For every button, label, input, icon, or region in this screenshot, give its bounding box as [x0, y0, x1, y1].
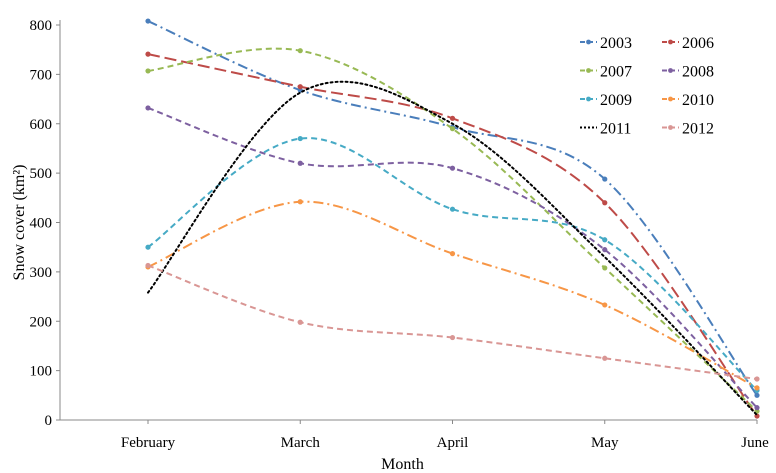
data-point	[297, 84, 303, 90]
y-tick-label: 500	[30, 166, 53, 182]
series-line	[147, 200, 758, 389]
series-2009	[145, 135, 760, 393]
legend-item-2011: 2011	[580, 121, 631, 138]
legend-item-2010: 2010	[662, 92, 714, 109]
series-2012	[145, 262, 760, 382]
axes: 0 100 200 300 400 500 600 700 800 February March Ap…	[30, 18, 770, 451]
data-point	[449, 126, 456, 132]
x-axis-title: Month	[381, 456, 424, 473]
data-point	[602, 237, 608, 243]
x-tick-label: February	[121, 435, 176, 451]
series-line	[147, 47, 758, 412]
data-point	[297, 135, 303, 142]
y-tick-label: 600	[30, 117, 53, 133]
data-point	[145, 18, 151, 24]
data-point	[754, 392, 760, 398]
series-line	[147, 20, 758, 396]
legend-label: 2008	[682, 64, 714, 81]
y-tick-label: 300	[30, 265, 53, 281]
legend-item-2006: 2006	[662, 35, 714, 52]
legend-marker	[586, 96, 591, 102]
legend-label: 2010	[682, 92, 714, 109]
legend-item-2008: 2008	[662, 64, 714, 81]
legend-marker	[668, 125, 673, 130]
data-point	[449, 115, 456, 121]
y-tick-label: 100	[30, 364, 53, 380]
y-axis-title: Snow cover (km²)	[11, 165, 28, 281]
data-point	[602, 176, 608, 182]
legend-label: 2009	[600, 92, 632, 109]
legend-label: 2007	[600, 64, 632, 81]
legend: 2003 2006 2007 2008 2009 2010 2011 2012	[580, 35, 714, 138]
data-point	[449, 334, 456, 341]
legend-item-2003: 2003	[580, 35, 632, 52]
y-tick-label: 200	[30, 314, 53, 330]
data-point	[145, 51, 151, 57]
legend-label: 2012	[682, 121, 714, 138]
series-2006	[145, 51, 760, 419]
data-point	[449, 251, 456, 257]
data-point	[602, 355, 608, 361]
series-line	[147, 137, 758, 392]
series-2010	[145, 199, 760, 391]
data-point	[297, 48, 303, 54]
series-line	[147, 107, 758, 409]
data-point	[145, 262, 151, 269]
legend-marker	[668, 68, 673, 73]
legend-item-2009: 2009	[580, 92, 632, 109]
data-point	[754, 376, 760, 382]
x-tick-label: May	[591, 435, 619, 451]
data-point	[145, 105, 151, 111]
series-2008	[145, 105, 760, 411]
data-point	[602, 265, 608, 271]
x-tick-label: April	[437, 435, 469, 451]
x-tick-label: June	[741, 435, 769, 451]
data-point	[297, 319, 303, 325]
data-point	[602, 302, 608, 308]
legend-item-2007: 2007	[580, 64, 632, 81]
series-line	[147, 264, 758, 381]
series-layer	[145, 18, 760, 419]
data-point	[449, 165, 456, 171]
legend-label: 2011	[600, 121, 631, 138]
data-point	[297, 199, 303, 205]
data-point	[449, 206, 456, 212]
legend-item-2012: 2012	[662, 121, 714, 138]
data-point	[145, 68, 151, 74]
series-line	[147, 80, 758, 417]
legend-marker	[668, 96, 673, 102]
legend-marker	[586, 39, 591, 45]
legend-marker	[668, 39, 673, 45]
y-tick-label: 800	[30, 18, 53, 34]
legend-marker	[586, 68, 591, 73]
legend-label: 2003	[600, 35, 632, 52]
data-point	[297, 160, 303, 166]
data-point	[754, 405, 760, 411]
data-point	[602, 247, 608, 253]
series-2011	[147, 80, 758, 417]
series-2007	[145, 47, 760, 414]
data-point	[602, 200, 608, 206]
legend-label: 2006	[682, 35, 714, 52]
series-line	[147, 53, 758, 417]
x-tick-label: March	[281, 435, 321, 451]
y-tick-label: 0	[45, 413, 53, 429]
data-point	[754, 385, 760, 391]
y-tick-label: 400	[30, 216, 53, 232]
data-point	[145, 244, 151, 250]
y-tick-label: 700	[30, 67, 53, 83]
